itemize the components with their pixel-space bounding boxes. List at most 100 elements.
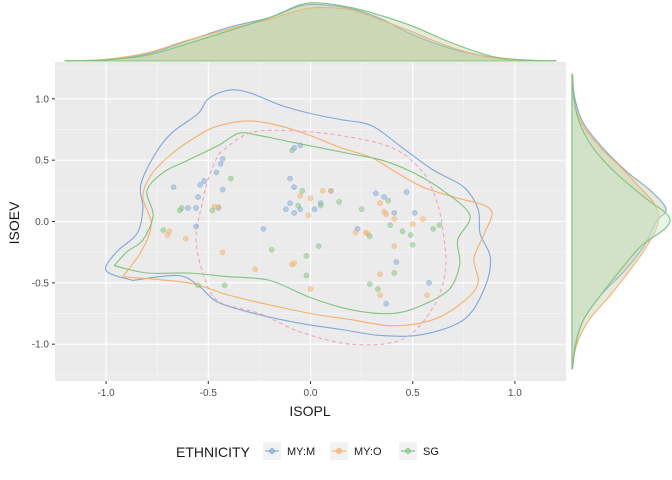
point-my-m (170, 184, 177, 190)
marginal-y-sg (571, 73, 671, 370)
point-sg (227, 175, 234, 182)
point-my-m (260, 226, 267, 232)
axis-ticks: -1.0 -0.5 0.0 0.5 1.0 -1.0 -0.5 0.0 0.5 1.0 (32, 94, 523, 399)
point-my-o (252, 266, 259, 273)
point-my-m (373, 190, 379, 197)
density-contours (105, 89, 493, 346)
point-sg (195, 282, 201, 289)
point-my-o (377, 200, 383, 206)
point-my-o (307, 286, 314, 292)
legend-point-my-o (335, 447, 343, 455)
legend-point-sg (404, 447, 412, 455)
y-tick-label: 0.0 (35, 217, 49, 228)
point-my-m (287, 200, 293, 206)
point-sg (366, 233, 373, 240)
point-my-o (219, 249, 226, 256)
point-my-o (307, 195, 314, 202)
y-tick-label: 1.0 (35, 94, 49, 105)
point-my-m (291, 184, 297, 190)
legend-label-sg: SG (423, 446, 439, 458)
top-marginal-density (64, 2, 557, 62)
point-sg (407, 232, 414, 238)
y-tick-label: -0.5 (32, 278, 50, 289)
x-tick-label: 1.0 (508, 388, 522, 399)
point-my-o (182, 235, 189, 242)
point-my-m (283, 206, 289, 213)
y-tick-label: -1.0 (32, 340, 50, 351)
point-my-o (409, 221, 416, 227)
point-my-o (424, 292, 430, 298)
point-my-o (166, 228, 173, 235)
point-my-m (393, 259, 400, 265)
point-my-m (411, 210, 418, 216)
legend-point-my-m (268, 447, 276, 455)
marginal-x-sg (64, 2, 557, 62)
point-sg (315, 243, 322, 249)
point-sg (299, 187, 306, 194)
point-my-m (193, 205, 199, 211)
contour-sg (113, 132, 471, 315)
point-sg (303, 272, 310, 279)
point-my-m (185, 205, 191, 211)
point-sg (391, 270, 398, 276)
point-sg (160, 227, 167, 233)
point-my-o (319, 187, 326, 194)
point-sg (221, 282, 228, 289)
contour-my-o (122, 120, 493, 327)
point-my-m (391, 210, 398, 216)
point-my-o (391, 243, 398, 249)
point-sg (317, 202, 324, 209)
contour-my-m (105, 89, 492, 337)
point-my-m (219, 186, 226, 193)
point-my-m (426, 279, 432, 286)
right-marginal-density (571, 73, 671, 370)
point-sg (336, 199, 342, 205)
point-my-m (217, 160, 224, 167)
x-axis-title: ISOPL (289, 403, 330, 419)
point-sg (366, 281, 373, 287)
legend-title: ETHNICITY (176, 444, 251, 460)
point-my-o (215, 203, 222, 210)
scatter-points (160, 142, 443, 307)
point-sg (295, 202, 302, 209)
marginal-x-my-m (64, 3, 557, 62)
point-sg (209, 207, 216, 214)
legend-label-my-m: MY:M (287, 446, 315, 458)
point-my-o (383, 211, 389, 217)
point-my-o (297, 192, 304, 199)
point-sg (385, 197, 392, 204)
point-my-m (197, 181, 203, 188)
x-tick-label: -1.0 (97, 388, 115, 399)
point-my-m (201, 178, 208, 184)
point-my-m (297, 142, 304, 149)
point-sg (289, 147, 295, 154)
point-sg (387, 222, 394, 229)
point-my-m (381, 194, 387, 200)
point-my-m (287, 175, 293, 182)
x-tick-label: 0.0 (304, 388, 318, 399)
point-sg (178, 205, 185, 211)
point-my-m (219, 156, 226, 162)
grid-lines (55, 62, 566, 381)
point-my-m (311, 206, 318, 213)
point-my-o (305, 212, 312, 219)
point-sg (268, 246, 275, 253)
contour-inner (195, 129, 447, 346)
point-my-m (403, 189, 410, 195)
point-sg (409, 241, 416, 248)
point-my-o (352, 229, 359, 236)
point-sg (375, 286, 381, 292)
point-my-m (195, 194, 201, 200)
point-sg (358, 206, 365, 213)
marginal-x-my-o (64, 7, 557, 62)
point-my-o (391, 216, 398, 222)
point-my-m (193, 223, 199, 230)
y-tick-label: 0.5 (35, 156, 49, 167)
x-tick-label: 0.5 (406, 388, 420, 399)
point-my-o (291, 260, 297, 267)
point-sg (436, 222, 443, 229)
point-my-o (377, 292, 383, 298)
point-my-o (377, 271, 383, 278)
point-my-o (420, 216, 426, 222)
